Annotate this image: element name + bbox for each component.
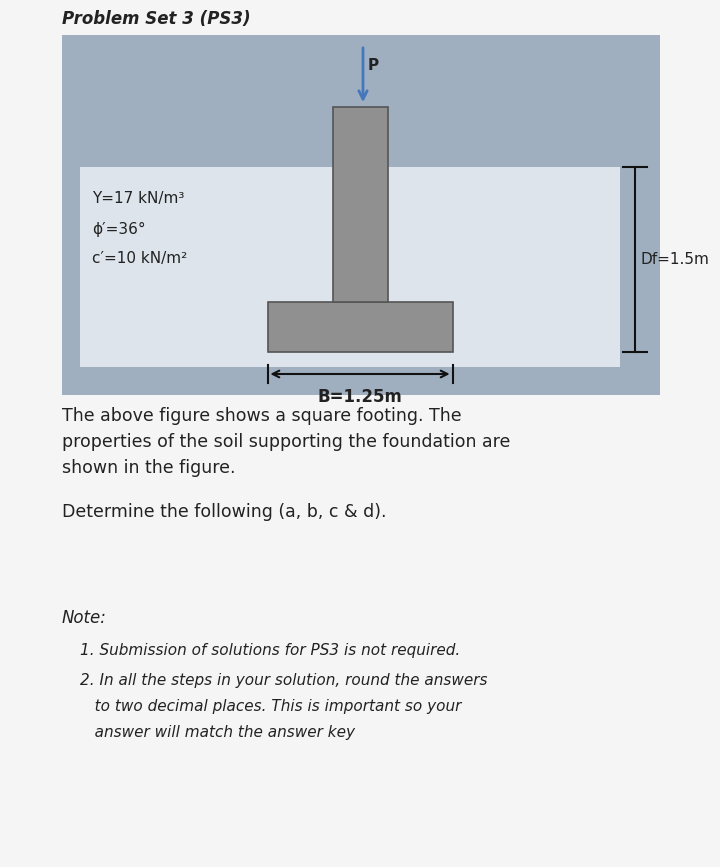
Bar [62,35,660,395]
Text: Determine the following (a, b, c & d).: Determine the following (a, b, c & d). [62,503,387,521]
Text: 2. In all the steps in your solution, round the answers: 2. In all the steps in your solution, ro… [80,673,487,688]
Text: Note:: Note: [62,609,107,627]
Text: ϕ′=36°: ϕ′=36° [92,221,145,237]
Text: shown in the figure.: shown in the figure. [62,459,235,477]
Text: B=1.25m: B=1.25m [318,388,402,406]
Text: answer will match the answer key: answer will match the answer key [80,725,355,740]
Bar [333,107,387,302]
Text: P: P [368,58,379,73]
Bar [80,167,620,367]
Text: Problem Set 3 (PS3): Problem Set 3 (PS3) [62,10,251,28]
Text: c′=10 kN/m²: c′=10 kN/m² [92,251,187,266]
Text: The above figure shows a square footing. The: The above figure shows a square footing.… [62,407,462,425]
Text: to two decimal places. This is important so your: to two decimal places. This is important… [80,699,462,714]
Text: Y=17 kN/m³: Y=17 kN/m³ [92,192,184,206]
Text: Df=1.5m: Df=1.5m [641,252,710,267]
Bar [268,302,452,352]
Text: properties of the soil supporting the foundation are: properties of the soil supporting the fo… [62,433,510,451]
Text: 1. Submission of solutions for PS3 is not required.: 1. Submission of solutions for PS3 is no… [80,643,460,658]
